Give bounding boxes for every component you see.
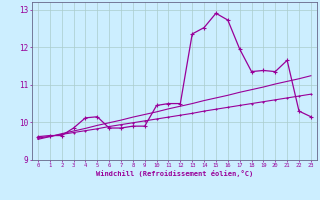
X-axis label: Windchill (Refroidissement éolien,°C): Windchill (Refroidissement éolien,°C) [96, 170, 253, 177]
